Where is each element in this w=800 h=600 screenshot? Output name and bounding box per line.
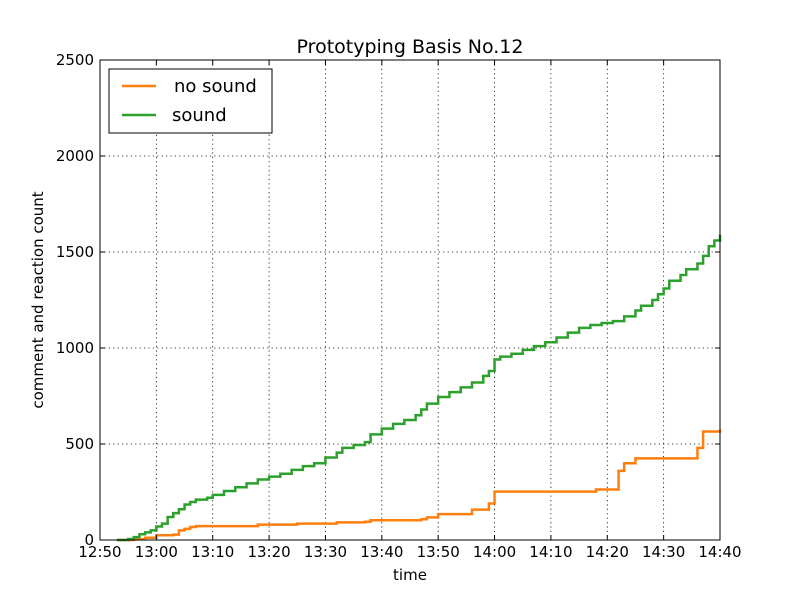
y-axis-label: comment and reaction count — [29, 191, 47, 408]
x-tick-label: 13:30 — [304, 543, 347, 561]
y-tick-label: 1000 — [56, 339, 94, 357]
y-tick-label: 2500 — [56, 51, 94, 69]
series-line-no-sound — [116, 429, 722, 542]
y-tick-label: 2000 — [56, 147, 94, 165]
y-tick-label: 500 — [65, 435, 94, 453]
grid — [100, 60, 720, 540]
x-tick-label: 13:10 — [191, 543, 234, 561]
x-axis-label: time — [393, 566, 427, 584]
x-tick-label: 14:20 — [586, 543, 629, 561]
y-tick-label: 0 — [84, 531, 94, 549]
series-line-sound — [116, 234, 722, 542]
legend-box — [108, 68, 273, 134]
chart-title: Prototyping Basis No.12 — [297, 36, 524, 58]
y-tick-label: 1500 — [56, 243, 94, 261]
legend-label-sound: sound — [172, 105, 227, 126]
axis-ticks — [99, 59, 721, 541]
x-tick-label: 14:00 — [473, 543, 516, 561]
x-tick-label: 13:20 — [247, 543, 290, 561]
plot-frame — [99, 59, 721, 541]
x-tick-label: 14:10 — [529, 543, 572, 561]
series-lines — [116, 234, 722, 542]
x-tick-label: 13:50 — [417, 543, 460, 561]
x-tick-label: 14:30 — [642, 543, 685, 561]
x-tick-label: 14:40 — [698, 543, 741, 561]
x-tick-label: 13:40 — [360, 543, 403, 561]
x-tick-label: 13:00 — [135, 543, 178, 561]
legend: no sound sound — [108, 68, 273, 134]
legend-label-no-sound: no sound — [174, 76, 257, 97]
x-tick-label: 12:50 — [78, 543, 121, 561]
